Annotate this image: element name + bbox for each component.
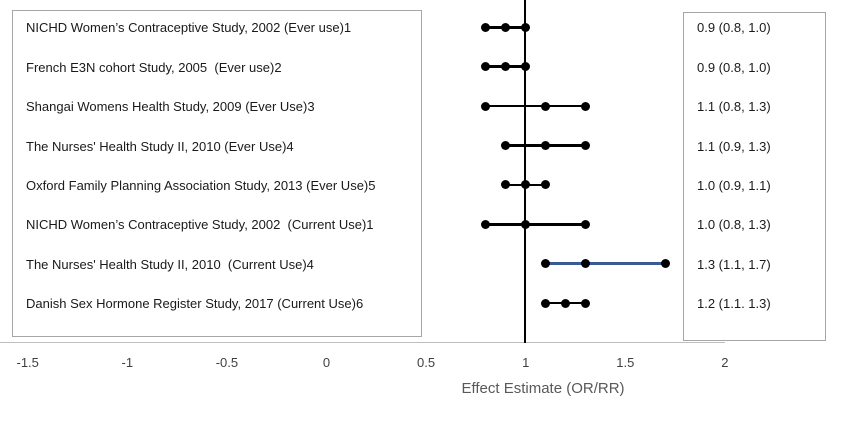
ci-marker [580, 259, 590, 269]
study-label: The Nurses' Health Study II, 2010 (Curre… [26, 256, 314, 272]
ci-marker [481, 101, 491, 111]
effect-value-label: 1.1 (0.9, 1.3) [697, 138, 771, 154]
reference-line [524, 0, 526, 343]
x-tick-label: -1 [121, 355, 134, 370]
ci-line [505, 144, 586, 147]
ci-marker [481, 219, 491, 229]
study-label: Danish Sex Hormone Register Study, 2017 … [26, 296, 364, 312]
ci-marker [501, 141, 511, 150]
effect-values-box: 0.9 (0.8, 1.0) 0.9 (0.8, 1.0) 1.1 (0.8, 1.… [683, 12, 826, 341]
ci-marker [501, 180, 511, 190]
x-axis-line [0, 342, 725, 343]
x-tick-label: 2 [721, 355, 729, 370]
x-tick-label: 1.5 [616, 355, 635, 370]
ci-marker [541, 180, 551, 190]
x-tick-label: -1.5 [16, 355, 39, 370]
effect-value-label: 1.3 (1.1, 1.7) [697, 256, 771, 272]
ci-marker [521, 219, 531, 229]
study-label: French E3N cohort Study, 2005 (Ever use)… [26, 59, 282, 75]
x-tick-label: 0.5 [417, 355, 436, 370]
ci-marker [561, 298, 571, 308]
effect-value-label: 0.9 (0.8, 1.0) [697, 20, 771, 36]
ci-marker [481, 22, 491, 32]
x-tick-label: 0 [322, 355, 331, 370]
ci-marker [580, 101, 590, 111]
ci-marker [580, 219, 590, 229]
ci-line [485, 65, 526, 68]
x-axis-title: Effect Estimate (OR/RR) [461, 380, 625, 397]
x-tick-label: -0.5 [215, 355, 239, 370]
ci-line [505, 183, 546, 187]
effect-value-label: 1.2 (1.1. 1.3) [697, 296, 771, 312]
ci-marker [541, 259, 551, 269]
ci-marker [501, 62, 511, 72]
ci-line [545, 301, 586, 305]
effect-value-label: 0.9 (0.8, 1.0) [697, 59, 771, 75]
effect-value-label: 1.1 (0.8, 1.3) [697, 99, 771, 115]
ci-marker [541, 141, 551, 150]
ci-marker [521, 180, 531, 190]
study-label: Oxford Family Planning Association Study… [26, 177, 376, 193]
effect-value-label: 1.0 (0.8, 1.3) [697, 217, 771, 233]
ci-marker [521, 62, 531, 72]
ci-marker [541, 101, 551, 111]
ci-line [485, 104, 586, 108]
x-tick-label: 1 [522, 355, 530, 370]
ci-line [485, 223, 586, 226]
ci-marker [541, 298, 551, 308]
study-label: The Nurses' Health Study II, 2010 (Ever … [26, 138, 294, 154]
ci-line [485, 26, 526, 29]
study-label: NICHD Women’s Contraceptive Study, 2002 … [26, 217, 374, 233]
ci-marker [481, 62, 491, 72]
ci-marker [580, 141, 590, 150]
study-label: Shangai Womens Health Study, 2009 (Ever … [26, 99, 315, 115]
ci-line [545, 262, 666, 265]
ci-marker [501, 22, 511, 32]
study-labels-box: NICHD Women’s Contraceptive Study, 2002 … [12, 10, 422, 337]
ci-marker [521, 22, 531, 32]
study-label: NICHD Women’s Contraceptive Study, 2002 … [26, 20, 352, 36]
ci-marker [580, 298, 590, 308]
effect-value-label: 1.0 (0.9, 1.1) [697, 177, 771, 193]
ci-marker [660, 259, 670, 269]
